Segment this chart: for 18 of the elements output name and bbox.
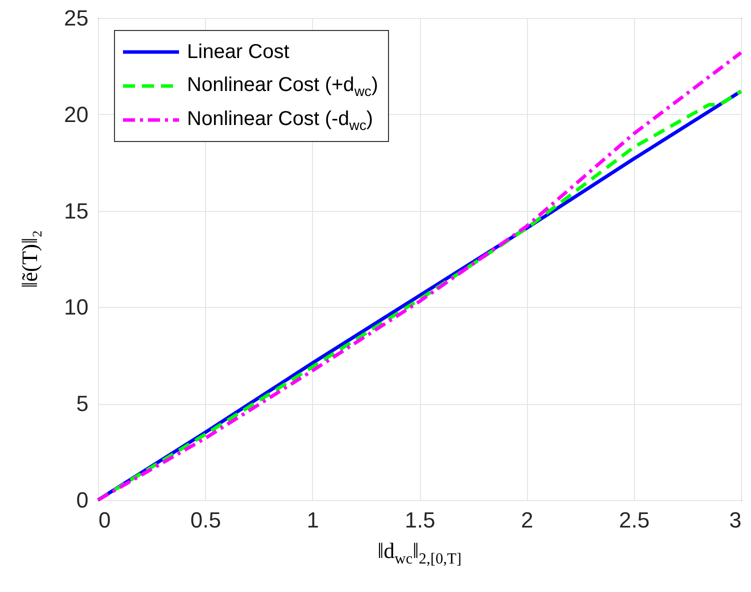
x-axis-title: ‖d$_{wc}$‖$_{2,[0,T]}$ [377,538,462,568]
y-tick-label: 10 [64,294,88,320]
y-tick-label: 25 [64,6,88,30]
y-axis-title: ‖ẽ(T)‖₂ [17,230,43,288]
y-tick-label: 0 [76,488,88,512]
x-tick-label: 2.5 [619,508,650,532]
legend-label: Nonlinear Cost (-d$_{wc}$) [187,108,374,132]
x-tick-label: 3 [729,508,742,532]
x-tick-label: 2 [521,508,534,532]
legend-label: Linear Cost [187,40,290,64]
y-tick-label: 15 [64,198,88,224]
x-tick-label: 0.5 [190,508,221,532]
legend-label: Nonlinear Cost (+d$_{wc}$) [187,74,378,98]
y-tick-label: 5 [76,391,88,416]
x-tick-label: 0 [98,508,111,532]
y-tick-label: 20 [64,102,88,127]
x-tick-label: 1 [306,508,319,532]
x-tick-label: 1.5 [404,508,436,532]
